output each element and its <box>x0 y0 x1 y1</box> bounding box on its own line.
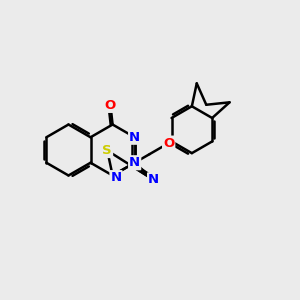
Text: N: N <box>129 156 140 169</box>
Text: S: S <box>103 144 112 157</box>
Text: O: O <box>105 99 116 112</box>
Text: N: N <box>129 131 140 144</box>
Text: N: N <box>110 171 122 184</box>
Text: N: N <box>148 173 159 186</box>
Text: O: O <box>163 136 174 150</box>
